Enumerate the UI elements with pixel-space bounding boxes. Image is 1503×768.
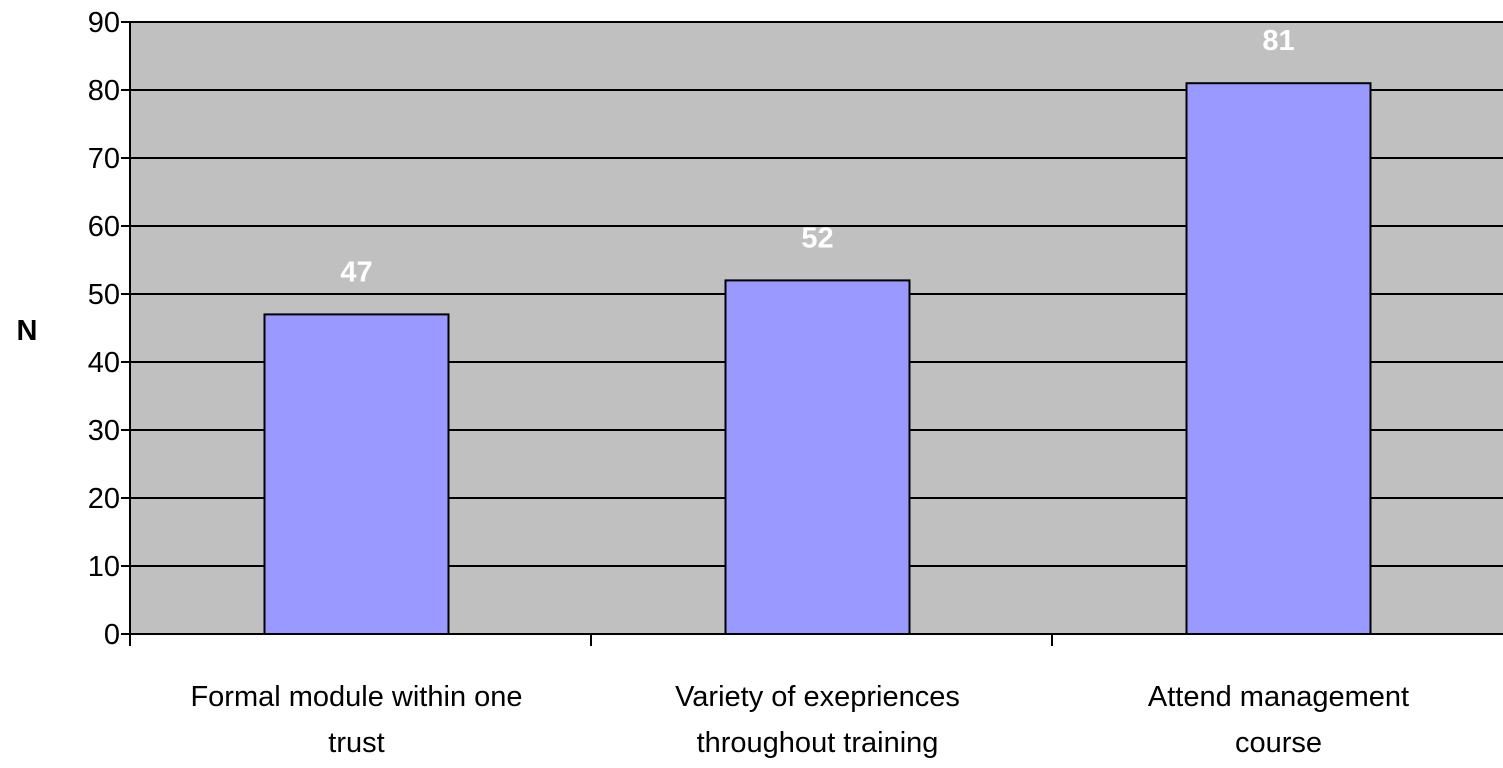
data-labels: 47 52 81 (340, 25, 1294, 288)
y-tick-labels: 0 10 20 30 40 50 60 70 80 90 (88, 7, 120, 651)
x-tick-label: trust (328, 727, 384, 759)
y-tick-label: 0 (104, 619, 120, 651)
data-label: 81 (1262, 25, 1294, 57)
y-tick-label: 40 (88, 347, 120, 379)
axes (121, 21, 1503, 646)
bar (263, 313, 450, 635)
y-tick-label: 50 (88, 279, 120, 311)
y-axis-title: N (17, 315, 38, 347)
y-tick-label: 70 (88, 143, 120, 175)
x-tick-labels: Formal module within one trust Variety of … (190, 681, 1409, 759)
data-label: 52 (801, 222, 833, 254)
y-tick-label: 80 (88, 75, 120, 107)
y-tick-label: 90 (88, 7, 120, 39)
y-tick-label: 10 (88, 551, 120, 583)
y-tick-label: 60 (88, 211, 120, 243)
x-tick-label: throughout training (697, 727, 939, 759)
y-tick-label: 30 (88, 415, 120, 447)
bars (263, 82, 1372, 635)
data-label: 47 (340, 256, 372, 288)
bar (724, 279, 911, 635)
x-tick-label: Variety of exepriences (675, 681, 960, 713)
x-tick-label: Formal module within one (190, 681, 522, 713)
x-tick-label: Attend management (1148, 681, 1409, 713)
x-tick-label: course (1235, 727, 1322, 759)
y-tick-label: 20 (88, 483, 120, 515)
bar (1185, 82, 1372, 635)
